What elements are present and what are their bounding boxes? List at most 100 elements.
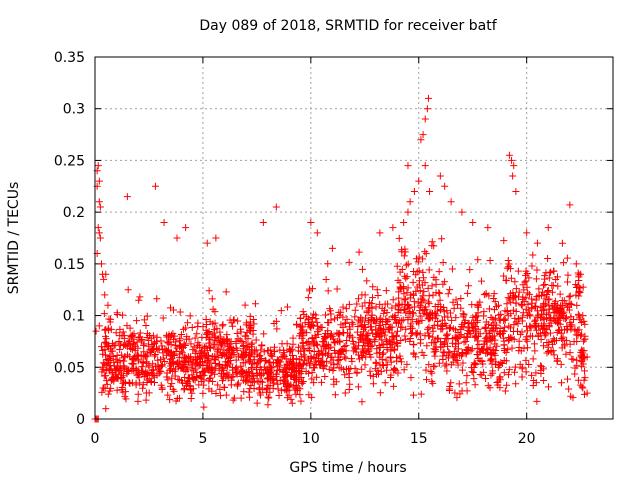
data-point [557, 307, 565, 315]
data-point [389, 296, 397, 304]
data-point [374, 291, 382, 299]
data-point [429, 314, 437, 322]
data-point [147, 347, 155, 355]
data-point [373, 370, 381, 378]
data-point [109, 339, 117, 347]
data-point [413, 268, 421, 276]
data-point [522, 277, 530, 285]
data-point [414, 258, 422, 266]
data-point [410, 187, 418, 195]
data-point [136, 329, 144, 337]
data-point [216, 392, 224, 400]
data-point [312, 334, 320, 342]
data-point [308, 375, 316, 383]
data-point [138, 363, 146, 371]
data-point [469, 218, 477, 226]
data-point [193, 355, 201, 363]
data-point [406, 325, 414, 333]
data-point [206, 374, 214, 382]
data-point [237, 350, 245, 358]
data-point [406, 310, 414, 317]
data-point [296, 385, 304, 393]
data-point [420, 309, 428, 317]
data-point [419, 255, 427, 263]
data-point [415, 177, 423, 185]
data-point [303, 339, 311, 347]
data-point [266, 368, 274, 376]
data-point [216, 360, 224, 368]
data-point [247, 363, 255, 371]
data-point [299, 360, 307, 368]
data-point [563, 303, 571, 311]
data-point [420, 288, 428, 296]
data-point [496, 361, 504, 369]
data-point [419, 268, 427, 276]
data-point [299, 332, 307, 340]
data-point [518, 302, 526, 310]
data-point [324, 260, 332, 268]
data-point [397, 323, 405, 331]
data-point [393, 262, 401, 270]
data-point [175, 394, 183, 402]
data-point [504, 256, 512, 264]
data-point [484, 224, 492, 232]
data-point [237, 362, 245, 370]
data-point [404, 208, 412, 216]
data-point [522, 333, 530, 341]
data-point [198, 358, 206, 366]
data-point [395, 234, 403, 242]
data-point [284, 382, 292, 390]
data-point [139, 367, 147, 375]
data-point [453, 350, 461, 358]
data-point [412, 353, 420, 361]
data-point [420, 351, 428, 359]
data-point [229, 372, 237, 380]
data-point [457, 304, 465, 312]
data-point [247, 381, 255, 389]
data-point [400, 290, 408, 298]
data-point [580, 337, 588, 345]
data-point [252, 366, 260, 374]
data-point [104, 301, 112, 309]
data-point [487, 355, 495, 363]
data-point [94, 162, 102, 170]
data-point [428, 282, 436, 290]
data-point [544, 224, 552, 232]
data-point [354, 295, 362, 303]
data-point [355, 248, 363, 256]
data-point [287, 395, 295, 403]
data-point [232, 365, 240, 373]
data-point [361, 361, 369, 369]
data-point [303, 329, 311, 337]
data-point [265, 374, 273, 382]
data-point [575, 292, 583, 300]
data-point [134, 344, 142, 352]
data-point [157, 337, 165, 345]
data-point [252, 346, 260, 354]
data-point [452, 314, 460, 322]
data-point [195, 341, 203, 349]
data-point [174, 360, 182, 368]
data-point [569, 355, 577, 363]
data-point [296, 314, 304, 322]
data-point [101, 384, 109, 392]
data-point [532, 303, 540, 311]
data-point [493, 328, 501, 336]
data-point [219, 321, 227, 329]
data-point [501, 387, 509, 395]
data-point [580, 353, 588, 361]
data-point [437, 322, 445, 330]
data-point [510, 335, 518, 343]
data-point [389, 333, 397, 341]
data-point [351, 306, 359, 314]
data-point [339, 313, 347, 321]
data-point [274, 385, 282, 393]
data-point [352, 348, 360, 356]
data-point [128, 379, 136, 387]
data-point [256, 371, 264, 379]
data-point [127, 345, 135, 353]
data-point [509, 172, 517, 180]
x-tick-label: 20 [518, 431, 536, 447]
data-point [205, 287, 213, 295]
data-point [416, 287, 424, 295]
